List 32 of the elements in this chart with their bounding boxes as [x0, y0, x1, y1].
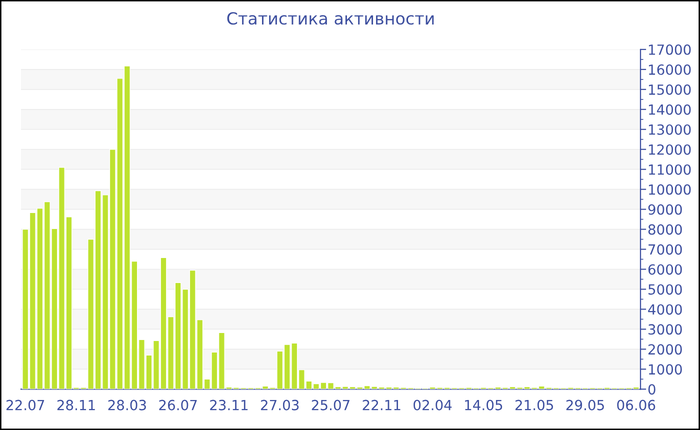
x-tick-label: 29.05	[566, 400, 604, 410]
y-tick-label: 8000	[648, 224, 682, 235]
x-tick-label: 28.11	[57, 400, 95, 410]
chart-title: Статистика активности	[227, 12, 434, 25]
y-tick-label: 4000	[648, 304, 682, 315]
x-tick-label: 22.07	[6, 400, 44, 410]
x-tick-label: 27.03	[260, 400, 299, 410]
x-tick-label: 25.07	[312, 400, 350, 410]
x-tick-label: 21.05	[515, 400, 554, 410]
y-tick-label: 0	[648, 384, 656, 395]
x-tick-label: 02.04	[414, 400, 452, 410]
y-tick-label: 15000	[648, 84, 691, 95]
y-tick-label: 16000	[648, 64, 691, 75]
y-tick-label: 7000	[648, 244, 682, 255]
y-tick-label: 6000	[648, 264, 682, 275]
y-tick-label: 9000	[648, 204, 682, 215]
y-tick-label: 1000	[648, 364, 682, 375]
y-tick-label: 12000	[648, 144, 691, 155]
y-tick-label: 5000	[648, 284, 682, 295]
y-tick-label: 17000	[648, 44, 691, 55]
x-tick-label: 14.05	[465, 400, 502, 410]
x-tick-label: 26.07	[159, 400, 197, 410]
y-tick-label: 10000	[648, 184, 691, 195]
y-tick-label: 2000	[648, 344, 682, 355]
x-tick-label: 28.03	[108, 400, 146, 410]
y-tick-label: 14000	[648, 104, 691, 115]
y-tick-label: 3000	[648, 324, 682, 335]
x-tick-label: 06.06	[617, 400, 656, 410]
y-tick-label: 11000	[648, 164, 691, 175]
x-tick-label: 23.11	[210, 400, 248, 410]
y-tick-label: 13000	[648, 124, 691, 135]
x-tick-label: 22.11	[362, 400, 400, 410]
